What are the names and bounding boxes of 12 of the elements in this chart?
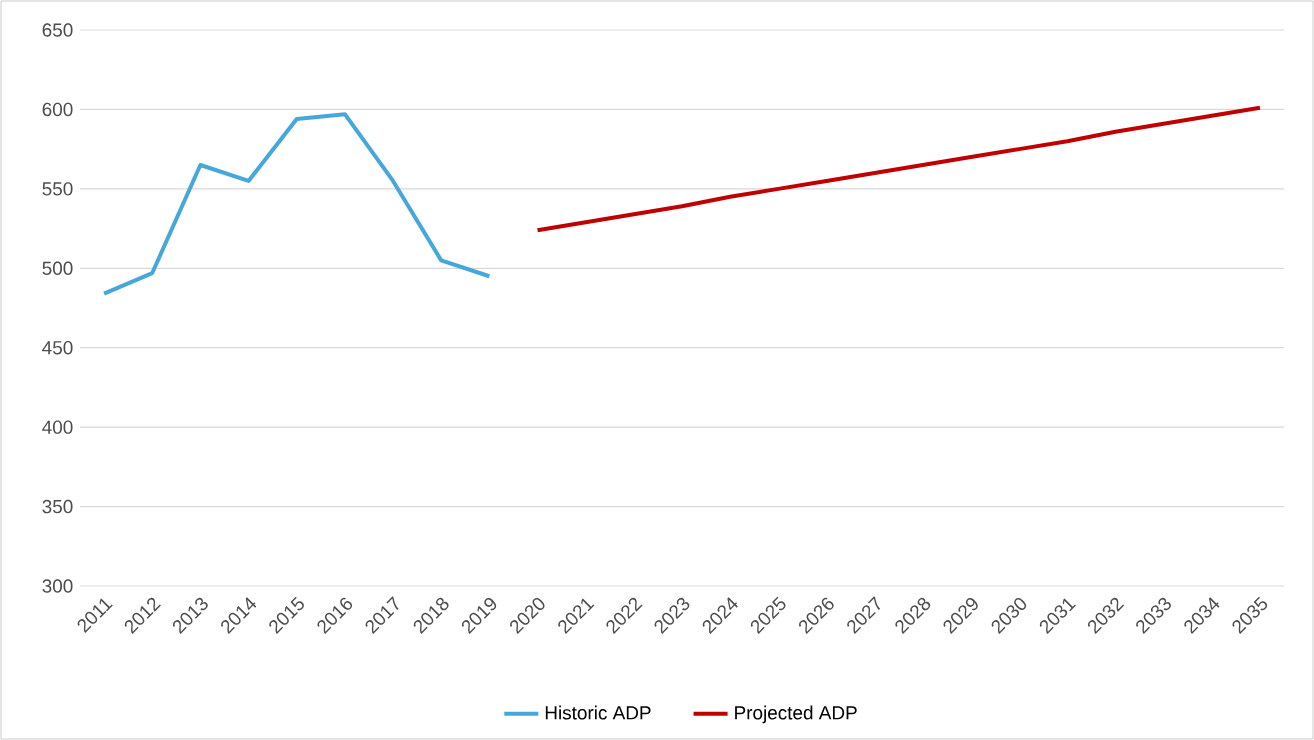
y-tick-label: 600 [42, 102, 73, 117]
legend-label: Projected ADP [735, 705, 857, 724]
line-series [535, 105, 1262, 233]
y-tick-label: 300 [42, 579, 73, 593]
line-series [102, 112, 492, 296]
y-tick-label: 500 [42, 261, 73, 275]
y-tick-label: 550 [42, 182, 73, 196]
y-tick-label: 650 [42, 23, 73, 37]
y-tick-label: 450 [42, 341, 73, 355]
y-tick-label: 400 [42, 420, 73, 434]
legend-label: Historic ADP [545, 705, 651, 720]
y-tick-label: 350 [42, 499, 73, 514]
